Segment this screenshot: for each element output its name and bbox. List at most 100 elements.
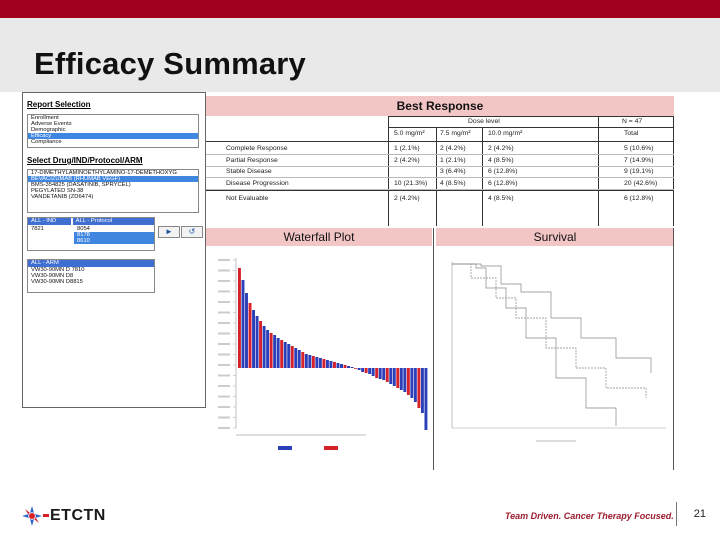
waterfall-bar-45 [396,368,400,388]
response-total-4: 6 (12.8%) [624,195,654,202]
waterfall-bar-0 [238,268,241,368]
drug-item-1[interactable]: BEVACIZUMAB (RHUMAB VEGF) [28,176,198,182]
ind-column-header: ALL - IND [28,218,71,225]
waterfall-bar-5 [255,316,259,368]
waterfall-bar-51 [417,368,421,408]
waterfall-bar-41 [382,368,386,380]
waterfall-tick-label [218,374,230,377]
waterfall-bar-16 [294,348,298,368]
waterfall-bar-13 [283,342,287,368]
waterfall-bar-33 [354,368,358,369]
waterfall-bar-3 [248,303,252,368]
survival-axis-caption [536,440,576,442]
waterfall-bar-38 [371,368,375,376]
drug-item-4[interactable]: VANDETANIB (ZD6474) [31,194,94,200]
protocol-list[interactable]: 8054 8178 8610 [74,226,154,244]
reset-button[interactable]: ↺ [181,226,203,238]
etctn-logo-mark [22,506,49,526]
protocol-item-2[interactable]: 8610 [74,238,154,244]
report-item-3[interactable]: Efficacy [28,133,198,139]
waterfall-bar-44 [392,368,396,386]
dose-col-1: 5.0 mg/m² [394,130,425,137]
waterfall-tick-label [218,301,230,303]
legend-swatch-blue [278,446,292,450]
response-d2-0: 2 (4.2%) [440,145,466,152]
survival-chart-svg [451,262,666,442]
arm-item-2[interactable]: VW30-90MN D8815 [31,279,83,285]
waterfall-bar-18 [301,352,305,368]
drug-item-3[interactable]: PEGYLATED SN-38 [31,188,84,194]
report-selection-panel: Report Selection Enrollment Adverse Event… [22,92,206,408]
arm-list[interactable]: VW30-90MN D 7810 VW30-90MN D8 VW30-90MN D8… [28,267,154,285]
response-d3-2: 6 (12.8%) [488,168,518,175]
response-d3-4: 4 (8.5%) [488,195,514,202]
waterfall-bar-19 [304,354,308,368]
etctn-logo: ETCTN [20,504,130,528]
waterfall-tick-label [218,395,230,398]
waterfall-plot [208,248,432,470]
drug-item-0[interactable]: 17-DIMETHYLAMINOETHYLAMINO-17-DEMETHOXYG [31,170,177,176]
response-d3-0: 2 (4.2%) [488,145,514,152]
report-item-0[interactable]: Enrollment [31,115,59,121]
arm-item-0[interactable]: VW30-90MN D 7810 [31,267,85,273]
waterfall-tick-label [218,322,230,324]
waterfall-bar-9 [269,333,273,368]
waterfall-bar-8 [266,330,270,368]
waterfall-tick-label [218,427,230,429]
page-title: Efficacy Summary [34,46,306,81]
response-d2-2: 3 (6.4%) [440,168,466,175]
response-label-2: Stable Disease [226,168,272,175]
logo-text: ETCTN [50,507,106,524]
waterfall-tick-label [218,353,230,356]
waterfall-tick-label [218,332,230,335]
response-total-3: 20 (42.6%) [624,179,658,187]
waterfall-tick-label [218,280,230,282]
response-label-3: Disease Progression [226,179,289,187]
response-label-1: Partial Response [226,156,278,164]
response-d3-1: 4 (8.5%) [488,156,514,164]
ind-protocol-box[interactable]: ALL - IND ALL - Protocol 7821 8054 8178 86… [27,217,155,251]
response-total-2: 9 (19.1%) [624,168,654,175]
drug-list[interactable]: 17-DIMETHYLAMINOETHYLAMINO-17-DEMETHOXYG… [27,169,199,213]
waterfall-bar-47 [403,368,407,392]
ind-item[interactable]: 7821 [31,226,44,232]
waterfall-tick-label [218,311,230,314]
protocol-item-0[interactable]: 8054 [77,226,90,232]
waterfall-bar-48 [406,368,410,395]
best-response-title: Best Response [206,96,674,116]
report-item-2[interactable]: Demographic [31,127,66,133]
response-total-0: 5 (10.6%) [624,145,654,152]
drug-item-2[interactable]: BMS-354825 (DASATINIB, SPRYCEL) [31,182,131,188]
report-item-4[interactable]: Compliance [31,139,62,145]
waterfall-tick-label [218,259,230,261]
survival-curve-0 [452,263,617,426]
waterfall-bar-21 [311,356,315,368]
survival-curve-2 [452,263,652,373]
waterfall-tick-label [218,269,230,272]
waterfall-bar-53 [424,368,428,430]
response-d1-0: 1 (2.1%) [394,145,420,152]
waterfall-bar-39 [375,368,379,378]
waterfall-bar-10 [273,335,277,368]
report-type-list[interactable]: Enrollment Adverse Events Demographic Effic… [27,114,199,148]
waterfall-bar-32 [350,367,354,368]
report-item-1[interactable]: Adverse Events [31,121,72,127]
response-total-1: 7 (14.9%) [624,156,654,164]
response-d1-1: 2 (4.2%) [394,156,420,164]
protocol-item-1[interactable]: 8178 [74,232,154,238]
waterfall-bar-46 [399,368,403,390]
survival-header: Survival [436,228,674,246]
total-col: Total [624,130,639,137]
page-number: 21 [676,502,706,526]
waterfall-bar-40 [378,368,382,379]
waterfall-bar-22 [315,357,319,368]
waterfall-bar-37 [368,368,372,374]
waterfall-bar-12 [280,340,284,368]
n-label: N = 47 [622,118,643,125]
move-right-button[interactable]: ► [158,226,180,238]
waterfall-bar-4 [252,310,255,368]
arm-box[interactable]: ALL - ARM VW30-90MN D 7810 VW30-90MN D8 VW… [27,259,155,293]
arm-item-1[interactable]: VW30-90MN D8 [31,273,74,279]
dose-level-label: Dose level [468,118,500,125]
waterfall-bar-50 [413,368,417,402]
